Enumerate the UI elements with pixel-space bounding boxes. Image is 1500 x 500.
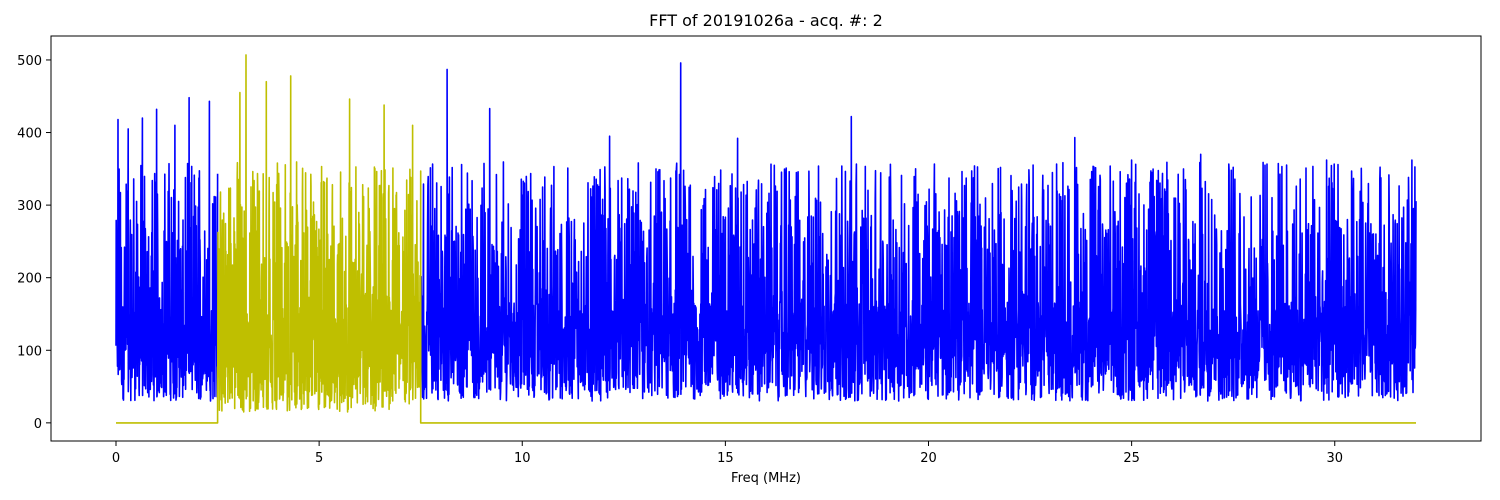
x-tick-label: 5	[315, 451, 323, 466]
plot-area	[115, 54, 1417, 424]
y-tick-label: 500	[17, 54, 42, 69]
x-tick-label: 0	[112, 451, 120, 466]
y-tick-label: 300	[17, 199, 42, 214]
y-tick-label: 200	[17, 272, 42, 287]
y-tick-label: 100	[17, 344, 42, 359]
x-tick-label: 25	[1123, 451, 1140, 466]
x-tick-label: 10	[514, 451, 531, 466]
y-tick-label: 400	[17, 127, 42, 142]
x-tick-label: 30	[1326, 451, 1343, 466]
x-axis-label: Freq (MHz)	[731, 471, 801, 486]
series-line-yellow	[116, 54, 1416, 424]
series-line-blue-low	[115, 96, 219, 402]
y-tick-label: 0	[34, 417, 42, 432]
series-line-blue-high	[419, 62, 1417, 402]
axes-frame	[50, 35, 1482, 442]
chart-title: FFT of 20191026a - acq. #: 2	[649, 11, 883, 30]
x-tick-label: 15	[717, 451, 734, 466]
x-tick-label: 20	[920, 451, 937, 466]
